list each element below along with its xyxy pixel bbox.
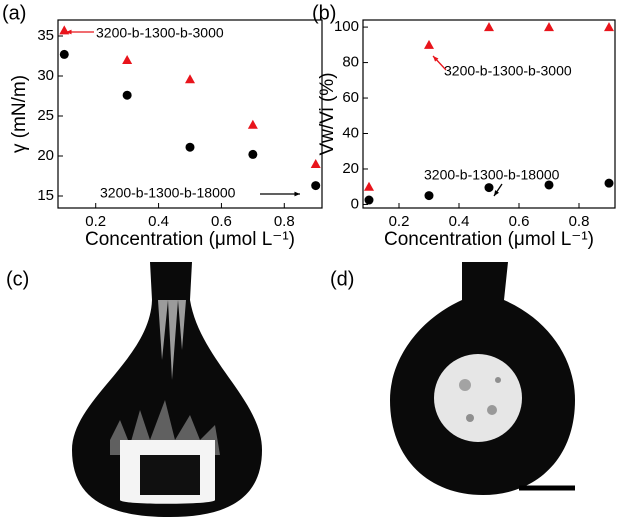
annotation: 3200-b-1300-b-3000 <box>444 63 572 79</box>
data-point <box>484 22 494 32</box>
panel-label: (a) <box>2 2 26 24</box>
data-point <box>310 159 321 168</box>
y-tick-label: 30 <box>37 67 54 84</box>
x-tick-label: 0.2 <box>85 213 106 230</box>
data-point <box>247 119 258 129</box>
y-tick-label: 60 <box>342 89 359 106</box>
x-tick-label: 0.8 <box>569 213 590 230</box>
plot-frame <box>362 19 616 209</box>
photo-d <box>390 262 575 495</box>
data-point <box>185 74 195 84</box>
data-point <box>364 195 374 205</box>
y-axis-title: Vw/Vi (%) <box>317 72 338 155</box>
y-tick-label: 0 <box>351 195 359 212</box>
data-point <box>604 22 614 32</box>
annotation: 3200-b-1300-b-18000 <box>100 185 236 201</box>
y-tick-label: 15 <box>37 187 54 204</box>
data-point <box>424 39 434 49</box>
data-point <box>122 55 133 64</box>
x-axis-title: Concentration (μmol L⁻¹) <box>384 229 594 250</box>
data-point <box>122 90 132 100</box>
data-point <box>484 183 494 193</box>
y-axis-title: γ (mN/m) <box>9 75 30 153</box>
data-point <box>544 22 554 32</box>
x-tick-label: 0.8 <box>274 213 295 230</box>
panel-label: (c) <box>6 268 29 290</box>
data-point <box>59 49 69 59</box>
arrow-head <box>494 190 500 196</box>
x-tick-label: 0.6 <box>509 213 530 230</box>
x-tick-label: 0.4 <box>148 213 169 230</box>
y-tick-label: 20 <box>342 160 359 177</box>
x-tick-label: 0.6 <box>211 213 232 230</box>
data-point <box>185 142 195 152</box>
arrow-head <box>433 56 439 62</box>
annotation: 3200-b-1300-b-3000 <box>96 25 224 41</box>
y-tick-label: 35 <box>37 27 54 44</box>
data-point <box>311 181 321 191</box>
x-axis-title: Concentration (μmol L⁻¹) <box>85 229 295 250</box>
y-tick-label: 40 <box>342 124 359 141</box>
annotation: 3200-b-1300-b-18000 <box>424 167 560 183</box>
plot-frame <box>57 19 323 209</box>
data-point <box>424 191 434 201</box>
photo-c <box>72 262 262 517</box>
data-point <box>604 178 614 188</box>
y-tick-label: 25 <box>37 107 54 124</box>
data-point <box>248 149 258 159</box>
y-tick-label: 100 <box>334 18 359 35</box>
x-tick-label: 0.2 <box>389 213 410 230</box>
y-tick-label: 80 <box>342 54 359 71</box>
y-tick-label: 20 <box>37 147 54 164</box>
arrow-head <box>66 29 72 35</box>
panel-label: (d) <box>330 268 354 290</box>
arrow-head <box>294 191 300 197</box>
data-point <box>364 181 374 191</box>
data-point <box>59 25 70 35</box>
data-point <box>544 180 554 190</box>
panel-label: (b) <box>312 2 336 24</box>
x-tick-label: 0.4 <box>449 213 470 230</box>
